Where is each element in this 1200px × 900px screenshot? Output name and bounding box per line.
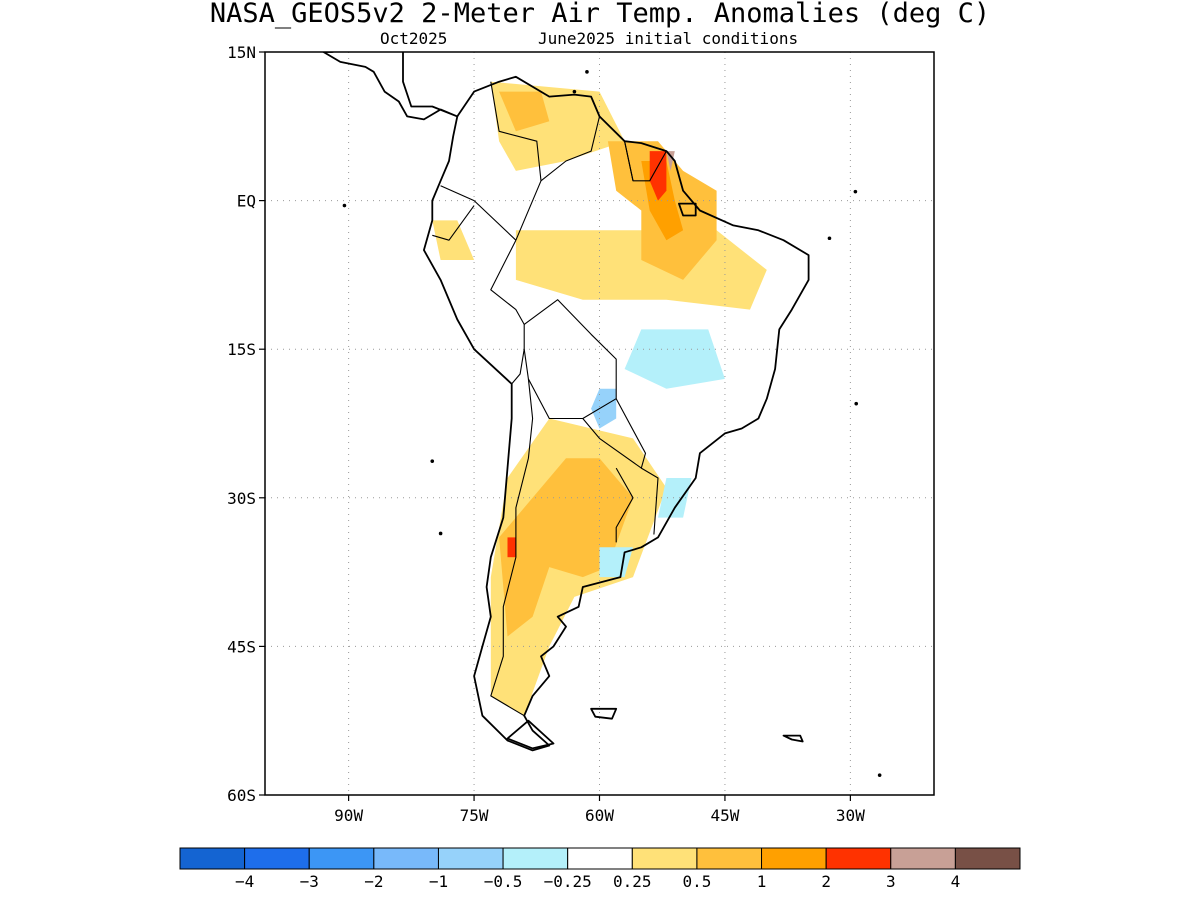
colorbar-label: −0.25 <box>544 872 592 891</box>
coastlines <box>322 52 882 777</box>
colorbar-swatch <box>761 847 827 870</box>
colorbar-swatch <box>954 847 1021 870</box>
anomaly-region-8 <box>649 151 667 201</box>
anomaly-region-9 <box>507 537 516 558</box>
colorbar-label: −2 <box>364 872 383 891</box>
country-border-12 <box>641 467 659 535</box>
anomaly-region-11 <box>624 329 725 389</box>
country-border-11 <box>615 467 634 543</box>
country-border-3 <box>624 141 667 182</box>
initial-conditions-label: June2025 initial conditions <box>538 29 799 48</box>
anomaly-region-1 <box>432 220 475 260</box>
tierra-del-fuego-coastline <box>506 719 555 750</box>
country-border-4 <box>440 185 517 241</box>
colorbar-swatch <box>179 847 246 870</box>
latitude-axis: 15N EQ 15S 30S 45S 60S <box>227 43 265 805</box>
lon-tick-label: 45W <box>710 806 739 825</box>
colorbar-swatch <box>567 847 633 870</box>
south-sandwich-islands <box>877 773 882 777</box>
anomaly-region-12 <box>658 478 692 518</box>
lat-tick-label: 15S <box>227 340 256 359</box>
anomaly-region-14 <box>591 388 617 429</box>
south-america-coastline <box>422 75 810 752</box>
colorbar-legend: −4 −3 −2 −1 −0.5 −0.25 0.25 0.5 1 2 3 4 <box>179 847 1021 891</box>
lat-tick-label: 30S <box>227 489 256 508</box>
lon-tick-label: 60W <box>585 806 614 825</box>
colorbar-swatch <box>437 847 504 870</box>
trindade-island <box>854 401 859 406</box>
san-felix-island <box>430 459 435 463</box>
country-border-9 <box>490 378 534 717</box>
colorbar-label: 0.25 <box>613 872 652 891</box>
colorbar-label: −1 <box>429 872 448 891</box>
anomaly-region-10 <box>666 151 675 171</box>
colorbar-label: 3 <box>886 872 896 891</box>
colorbar-label: 2 <box>821 872 831 891</box>
colorbar-swatch <box>890 847 956 870</box>
st-peter-paul-rocks <box>853 189 858 194</box>
longitude-axis: 90W 75W 60W 45W 30W <box>334 795 865 825</box>
central-america-coastline <box>322 52 459 121</box>
country-border-0 <box>490 81 542 241</box>
lon-tick-label: 90W <box>334 806 363 825</box>
colorbar-swatch <box>696 847 763 870</box>
lat-tick-label: 60S <box>227 786 256 805</box>
colorbar-label: −4 <box>235 872 254 891</box>
lon-tick-label: 75W <box>460 806 489 825</box>
galapagos-islands <box>342 203 347 208</box>
colorbar-label: −3 <box>300 872 319 891</box>
juan-fernandez-islands <box>438 531 443 536</box>
colorbar-swatch <box>502 847 569 870</box>
country-border-1 <box>540 116 601 182</box>
colorbar-swatch <box>631 847 698 870</box>
lat-tick-label: EQ <box>237 192 256 211</box>
country-borders <box>432 81 667 717</box>
colorbar-swatch <box>308 847 375 870</box>
caribbean-island-2 <box>572 89 577 94</box>
colorbar-swatch <box>244 847 310 870</box>
south-georgia-coastline <box>782 734 804 743</box>
colorbar-label: 4 <box>951 872 961 891</box>
forecast-month: Oct2025 <box>380 29 448 48</box>
country-border-5 <box>432 205 475 241</box>
caribbean-island-1 <box>585 70 589 74</box>
map-title: NASA_GEOS5v2 2-Meter Air Temp. Anomalies… <box>209 0 991 29</box>
marajo-island-coastline <box>678 202 697 217</box>
colorbar-swatch <box>825 847 892 870</box>
country-border-6 <box>490 239 525 325</box>
lat-tick-label: 45S <box>227 637 256 656</box>
falkland-islands-coastline <box>590 707 618 720</box>
colorbar-swatch <box>373 847 439 870</box>
colorbar-label: −0.5 <box>484 872 523 891</box>
fernando-de-noronha <box>827 236 832 241</box>
lon-tick-label: 30W <box>836 806 865 825</box>
anomaly-region-4 <box>499 91 550 132</box>
lat-tick-label: 15N <box>227 43 256 62</box>
country-border-8 <box>511 324 525 385</box>
colorbar-label: 0.5 <box>682 872 711 891</box>
colorbar-label: 1 <box>757 872 767 891</box>
anomaly-fill-layer <box>432 81 767 716</box>
